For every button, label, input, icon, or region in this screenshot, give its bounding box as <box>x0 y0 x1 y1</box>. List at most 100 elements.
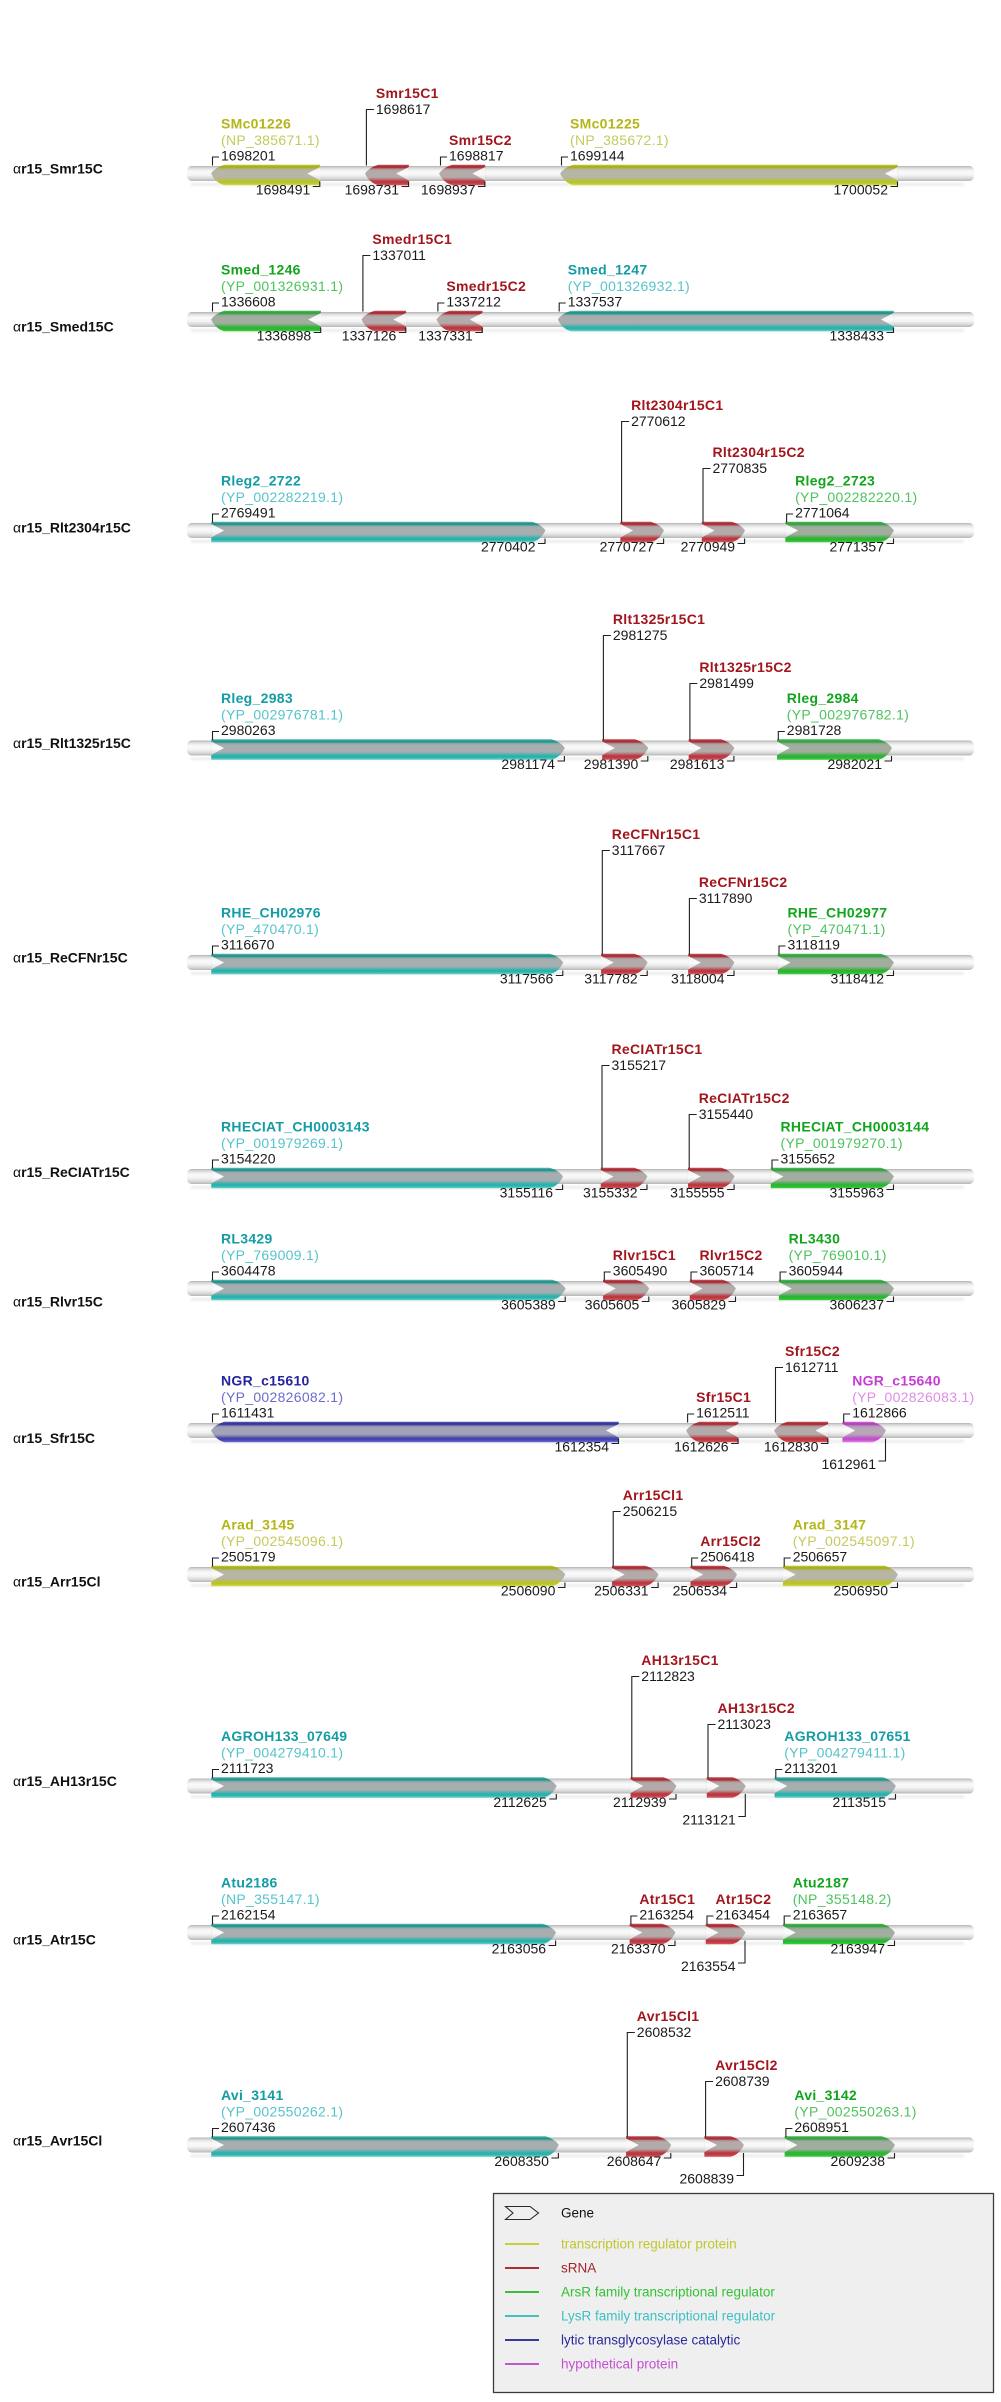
svg-text:SMc01226: SMc01226 <box>221 116 291 132</box>
svg-text:Arad_3145: Arad_3145 <box>221 1517 295 1533</box>
svg-text:Atr15C2: Atr15C2 <box>716 1891 772 1907</box>
svg-text:1337537: 1337537 <box>568 294 623 310</box>
svg-text:(YP_002282220.1): (YP_002282220.1) <box>795 489 917 505</box>
svg-text:2113201: 2113201 <box>784 1760 838 1776</box>
svg-text:2980263: 2980263 <box>221 722 276 738</box>
svg-text:2112823: 2112823 <box>641 1668 695 1684</box>
svg-text:ArsR family transcriptional re: ArsR family transcriptional regulator <box>561 2285 775 2300</box>
svg-text:1698817: 1698817 <box>449 148 504 164</box>
svg-text:Smed_1247: Smed_1247 <box>568 262 648 278</box>
svg-text:Smed_1246: Smed_1246 <box>221 262 301 278</box>
svg-text:1337212: 1337212 <box>446 294 501 310</box>
svg-text:Rleg_2984: Rleg_2984 <box>787 690 859 706</box>
svg-text:(YP_002550263.1): (YP_002550263.1) <box>794 2104 916 2120</box>
svg-text:αr15_ReCIATr15C: αr15_ReCIATr15C <box>13 1164 130 1180</box>
svg-text:Avi_3141: Avi_3141 <box>221 2087 284 2103</box>
svg-text:hypothetical protein: hypothetical protein <box>561 2357 678 2372</box>
svg-text:2111723: 2111723 <box>221 1760 274 1776</box>
svg-text:NGR_c15640: NGR_c15640 <box>852 1373 941 1389</box>
svg-text:(NP_385672.1): (NP_385672.1) <box>570 132 669 148</box>
svg-text:1698937: 1698937 <box>421 182 476 198</box>
svg-text:Arr15Cl2: Arr15Cl2 <box>700 1533 761 1549</box>
svg-text:(YP_001979270.1): (YP_001979270.1) <box>781 1135 903 1151</box>
svg-text:3605944: 3605944 <box>789 1263 844 1279</box>
svg-text:RHECIAT_CH0003143: RHECIAT_CH0003143 <box>221 1119 370 1135</box>
svg-text:2770727: 2770727 <box>600 539 655 555</box>
svg-text:Rlvr15C1: Rlvr15C1 <box>613 1247 676 1263</box>
svg-text:2981275: 2981275 <box>613 627 668 643</box>
svg-text:Rlt1325r15C2: Rlt1325r15C2 <box>699 659 791 675</box>
svg-text:Rlvr15C2: Rlvr15C2 <box>700 1247 763 1263</box>
svg-text:(YP_002976781.1): (YP_002976781.1) <box>221 707 343 723</box>
svg-text:3116670: 3116670 <box>221 937 275 953</box>
svg-text:2163056: 2163056 <box>492 1941 547 1957</box>
svg-text:Smedr15C1: Smedr15C1 <box>372 231 452 247</box>
svg-text:3117782: 3117782 <box>584 971 638 987</box>
svg-text:2608951: 2608951 <box>794 2119 849 2135</box>
svg-text:Atr15C1: Atr15C1 <box>639 1891 695 1907</box>
svg-text:(YP_769009.1): (YP_769009.1) <box>221 1247 319 1263</box>
svg-text:RL3429: RL3429 <box>221 1231 273 1247</box>
svg-text:3155217: 3155217 <box>612 1057 667 1073</box>
svg-text:2113515: 2113515 <box>833 1794 887 1810</box>
svg-text:2981613: 2981613 <box>670 756 725 772</box>
svg-text:AGROH133_07651: AGROH133_07651 <box>784 1728 910 1744</box>
svg-text:1612830: 1612830 <box>764 1439 819 1455</box>
svg-text:Rlt1325r15C1: Rlt1325r15C1 <box>613 611 705 627</box>
svg-text:(NP_355148.2): (NP_355148.2) <box>793 1891 892 1907</box>
svg-text:2162154: 2162154 <box>221 1907 276 1923</box>
svg-text:αr15_Avr15Cl: αr15_Avr15Cl <box>13 2133 102 2149</box>
svg-text:2163370: 2163370 <box>611 1941 666 1957</box>
svg-text:(YP_769010.1): (YP_769010.1) <box>789 1247 887 1263</box>
svg-text:2608647: 2608647 <box>607 2153 662 2169</box>
svg-text:3118412: 3118412 <box>831 971 885 987</box>
svg-text:3118004: 3118004 <box>671 971 725 987</box>
svg-text:2506331: 2506331 <box>594 1583 649 1599</box>
svg-text:2769491: 2769491 <box>221 505 276 521</box>
svg-text:2981499: 2981499 <box>699 675 754 691</box>
svg-text:3604478: 3604478 <box>221 1263 276 1279</box>
svg-text:αr15_Rlvr15C: αr15_Rlvr15C <box>13 1294 103 1310</box>
svg-text:3155963: 3155963 <box>829 1185 884 1201</box>
svg-text:2981390: 2981390 <box>584 756 639 772</box>
svg-text:2608839: 2608839 <box>679 2171 734 2187</box>
svg-text:(YP_002282219.1): (YP_002282219.1) <box>221 489 343 505</box>
svg-text:Avi_3142: Avi_3142 <box>794 2087 857 2103</box>
svg-text:αr15_Smed15C: αr15_Smed15C <box>13 319 114 335</box>
svg-text:2982021: 2982021 <box>827 756 882 772</box>
svg-text:RL3430: RL3430 <box>789 1231 841 1247</box>
svg-text:2112625: 2112625 <box>493 1794 547 1810</box>
svg-text:2608532: 2608532 <box>637 2024 692 2040</box>
svg-text:RHE_CH02977: RHE_CH02977 <box>788 905 888 921</box>
svg-text:Rleg_2983: Rleg_2983 <box>221 690 293 706</box>
svg-text:Smr15C2: Smr15C2 <box>449 132 512 148</box>
svg-text:αr15_AH13r15C: αr15_AH13r15C <box>13 1773 117 1789</box>
svg-text:αr15_Rlt2304r15C: αr15_Rlt2304r15C <box>13 520 131 536</box>
svg-text:ReCFNr15C2: ReCFNr15C2 <box>699 874 788 890</box>
svg-text:transcription regulator protei: transcription regulator protein <box>561 2237 737 2252</box>
svg-text:2163554: 2163554 <box>681 1958 736 1974</box>
svg-text:1337011: 1337011 <box>372 247 426 263</box>
svg-text:1612711: 1612711 <box>785 1359 839 1375</box>
svg-text:3605829: 3605829 <box>671 1297 726 1313</box>
svg-text:Avr15Cl1: Avr15Cl1 <box>637 2008 700 2024</box>
svg-text:1698491: 1698491 <box>256 182 311 198</box>
svg-text:2770835: 2770835 <box>713 460 768 476</box>
svg-text:Rlt2304r15C1: Rlt2304r15C1 <box>631 397 723 413</box>
svg-text:3155116: 3155116 <box>500 1185 554 1201</box>
svg-text:sRNA: sRNA <box>561 2261 596 2276</box>
svg-text:1336608: 1336608 <box>221 294 276 310</box>
svg-text:2771357: 2771357 <box>829 539 884 555</box>
svg-text:αr15_Rlt1325r15C: αr15_Rlt1325r15C <box>13 735 131 751</box>
svg-text:1612961: 1612961 <box>821 1456 876 1472</box>
svg-text:1699144: 1699144 <box>570 148 625 164</box>
svg-text:lytic transglycosylase catalyt: lytic transglycosylase catalytic <box>561 2333 741 2348</box>
svg-text:3118119: 3118119 <box>788 937 841 953</box>
svg-text:αr15_Atr15C: αr15_Atr15C <box>13 1932 96 1948</box>
svg-text:(YP_004279410.1): (YP_004279410.1) <box>221 1745 343 1761</box>
svg-text:3117566: 3117566 <box>500 971 554 987</box>
svg-text:ReCFNr15C1: ReCFNr15C1 <box>612 826 701 842</box>
svg-text:2112939: 2112939 <box>613 1794 667 1810</box>
svg-text:1612626: 1612626 <box>674 1439 729 1455</box>
svg-text:αr15_Arr15Cl: αr15_Arr15Cl <box>13 1574 100 1590</box>
